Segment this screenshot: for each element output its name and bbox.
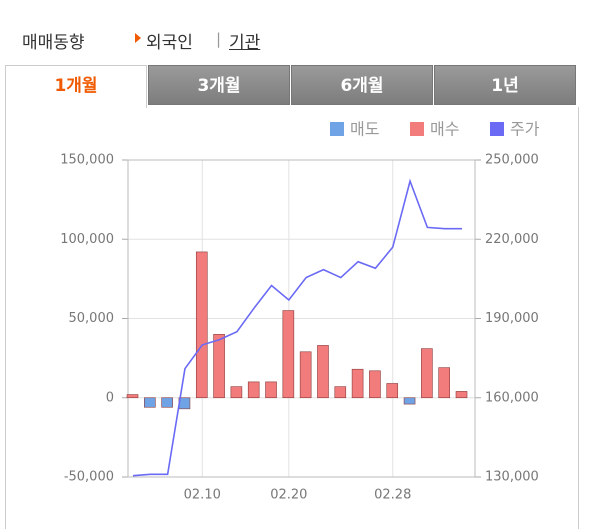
y-tick-label: 50,000 [69,311,115,326]
legend-swatch [410,122,424,136]
chart: -50,000 0 50,000 100,000 150,000 130,000 160,0… [60,120,540,503]
bar [247,381,260,399]
y-tick-label: 150,000 [60,153,114,168]
y-tick-label: -50,000 [64,470,114,485]
section-title: 매매동향 [22,33,85,53]
y-tick-label: 100,000 [60,232,114,247]
panel [5,107,579,529]
bar [317,345,329,399]
bar [282,310,295,399]
bar [334,386,347,399]
price-line [132,178,462,477]
y2-tick-label: 160,000 [485,390,539,405]
y-tick-label: 0 [106,390,114,405]
legend-label: 주가 [510,120,540,139]
y2-tick-label: 190,000 [485,311,539,326]
x-tick-label: 02.10 [184,488,221,503]
legend-label: 매수 [430,120,459,139]
option-institution[interactable]: 기관 [229,33,261,53]
bar [438,367,450,399]
plot-frame [127,159,476,478]
y2-tick-label: 250,000 [485,153,539,168]
bar [386,383,399,399]
bar [299,351,312,399]
bar [265,381,277,399]
tab[interactable]: 1년 [434,65,576,105]
option-foreign[interactable]: 외국인 [146,33,193,53]
bar [213,334,225,399]
tab[interactable]: 3개월 [148,65,290,105]
tab[interactable]: 1개월 [5,65,147,108]
bar [195,251,208,399]
tab[interactable]: 6개월 [291,65,433,105]
x-tick-label: 02.28 [374,488,411,503]
bar [369,370,381,399]
bar [351,368,364,399]
separator: | [216,30,222,48]
bar [403,397,416,405]
bar [455,391,468,399]
bar [144,397,156,408]
bar [421,348,433,399]
x-tick-label: 02.20 [270,488,307,503]
y2-tick-label: 220,000 [485,232,539,247]
marker [135,33,141,43]
legend-swatch [490,122,504,136]
bar [126,394,139,399]
bar [230,386,243,399]
y2-tick-label: 130,000 [485,470,539,485]
legend-label: 매도 [350,120,379,139]
legend-swatch [330,122,344,136]
bar [161,397,173,408]
